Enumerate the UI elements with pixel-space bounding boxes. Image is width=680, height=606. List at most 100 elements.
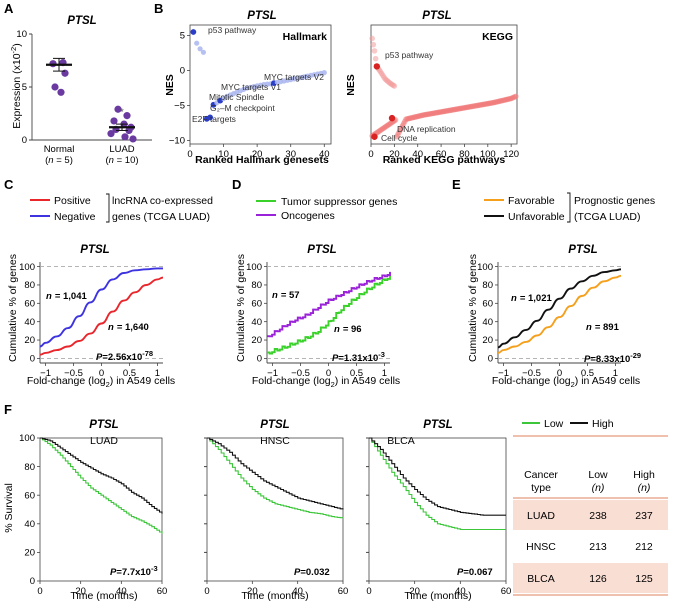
y-tick-label: 0 — [22, 135, 27, 146]
geneset-point — [197, 46, 203, 52]
x-tick-label: 100 — [480, 149, 496, 160]
group-label-normal: Normal — [44, 144, 75, 155]
cdf-line-tumor-suppressor-genes — [267, 275, 391, 355]
panel-label-e: E — [452, 177, 461, 192]
bracket-label-c-1: lncRNA co-expressed — [112, 195, 213, 207]
y-tick-label: 80 — [24, 462, 35, 473]
y-tick-label: 100 — [246, 262, 262, 273]
table-cell-high-luad: 237 — [635, 510, 653, 522]
x-tick-label: 80 — [459, 149, 470, 160]
panel-d-marks — [267, 271, 391, 355]
y-tick-label: 10 — [16, 29, 27, 40]
kegg-frame — [370, 24, 518, 145]
hallmark-annot-g2m: G₂–M checkpoint — [210, 103, 275, 113]
legend-positive: Positive — [54, 195, 91, 207]
kegg-title: PTSL — [422, 10, 451, 22]
panel-d-ylabel: Cumulative % of genes — [235, 254, 247, 362]
p-value-d: P=1.31x10-3 — [332, 350, 385, 364]
group-label-luad: LUAD — [109, 144, 134, 155]
y-tick-label: 100 — [477, 262, 493, 273]
pathway-point — [372, 55, 379, 62]
km-blca-xlabel: Time (months) — [404, 590, 471, 602]
panel-e-title: PTSL — [568, 244, 597, 256]
x-tick-label: 0.5 — [123, 368, 136, 379]
group-n-normal: (n = 5) — [45, 155, 73, 166]
hallmark-annot-myc-v2: MYC targets V2 — [264, 72, 324, 82]
pathway-point — [391, 83, 398, 89]
km-curve-low-luad — [40, 437, 163, 534]
legend-low: Low — [544, 418, 564, 430]
panel-c-marks — [39, 267, 164, 356]
hallmark-frame — [189, 24, 332, 145]
panel-e-marks — [497, 268, 622, 354]
y-tick-label: −10 — [169, 136, 185, 147]
y-tick-label: 0 — [488, 354, 493, 365]
hallmark-tag: Hallmark — [283, 31, 328, 43]
table-cell-type-blca: BLCA — [527, 573, 554, 585]
y-tick-label: 20 — [24, 335, 35, 346]
p-value-c: P=2.56x10-78 — [96, 349, 153, 363]
x-tick-label: 30 — [285, 149, 296, 160]
x-tick-label: 1 — [155, 368, 160, 379]
km-luad-xlabel: Time (months) — [70, 590, 137, 602]
table-header-cancer-1: Cancer — [524, 469, 558, 481]
legend-bracket-c — [106, 193, 110, 223]
x-tick-label: 0 — [37, 586, 42, 597]
data-point-normal — [51, 83, 59, 91]
x-tick-label: 0 — [204, 586, 209, 597]
n-oncogenes: n = 57 — [272, 290, 300, 301]
panel-label-d: D — [232, 177, 241, 192]
km-frame-blca — [368, 437, 507, 582]
y-tick-label: 80 — [482, 280, 493, 291]
x-tick-label: 0 — [366, 586, 371, 597]
legend-negative: Negative — [54, 211, 96, 223]
y-tick-label: 40 — [24, 317, 35, 328]
pathway-point — [369, 35, 375, 42]
highlight-point — [373, 63, 381, 70]
panel-c: C Positive Negative lncRNA co-expressed … — [4, 177, 213, 389]
km-frame-hnsc — [206, 437, 344, 582]
svg-text:Expression (x10-2): Expression (x10-2) — [9, 43, 23, 128]
panel-e: E Favorable Unfavorable Prognostic genes… — [452, 177, 655, 389]
x-tick-label: −0.5 — [291, 368, 310, 379]
km-curve-high-hnsc — [207, 437, 344, 510]
x-tick-label: 1 — [382, 368, 387, 379]
hallmark-annot-mitotic: Mitotic Spindle — [209, 92, 265, 102]
n-unfavorable: n = 1,021 — [511, 293, 552, 304]
panel-d-title: PTSL — [307, 244, 336, 256]
x-tick-label: −1 — [498, 368, 509, 379]
data-point-luad — [114, 105, 122, 113]
hallmark-annot-p53: p53 pathway — [208, 25, 257, 35]
legend-favorable: Favorable — [508, 195, 555, 207]
kegg-annot-cell-cycle: Cell cycle — [381, 133, 418, 143]
hallmark-annot-myc-v1: MYC targets V1 — [221, 82, 281, 92]
kegg-annot-dna-replication: DNA replication — [397, 124, 456, 134]
panel-c-axes: 0 20 40 60 80 100 −1 −0.5 0 0.5 1 — [19, 262, 163, 379]
y-tick-label: 0 — [30, 354, 35, 365]
table-header-low-1: Low — [588, 469, 608, 481]
panel-e-axes: 0 20 40 60 80 100 −1 −0.5 0 0.5 1 — [477, 262, 621, 379]
km-curve-high-blca — [369, 437, 506, 516]
x-tick-label: 40 — [292, 586, 303, 597]
p-value-e: P=8.33x10-29 — [584, 351, 641, 365]
x-tick-label: 0 — [368, 149, 373, 160]
km-frame-luad — [39, 437, 163, 582]
panel-label-a: A — [4, 1, 14, 16]
kegg-axes: 0 20 40 60 80 100 120 — [368, 144, 519, 160]
pathway-point — [370, 41, 377, 48]
x-tick-label: 0 — [99, 368, 104, 379]
y-tick-label: 40 — [482, 317, 493, 328]
panel-a-ylabel: Expression (x10-2) — [9, 43, 23, 128]
x-tick-label: 60 — [501, 586, 512, 597]
panel-d-xlabel: Fold-change (log2) in A549 cells — [252, 375, 400, 389]
y-tick-label: 100 — [19, 433, 35, 444]
panel-f: F % Survival PTSL Time (months) LUAD 0 20… — [3, 402, 668, 602]
data-point-luad — [121, 133, 129, 141]
y-tick-label: 5 — [22, 82, 27, 93]
km-hnsc-title: PTSL — [260, 419, 289, 431]
panel-e-ylabel: Cumulative % of genes — [467, 254, 479, 362]
kegg-ylabel: NES — [345, 74, 357, 96]
data-point-luad — [107, 130, 115, 138]
x-tick-label: 40 — [412, 149, 423, 160]
